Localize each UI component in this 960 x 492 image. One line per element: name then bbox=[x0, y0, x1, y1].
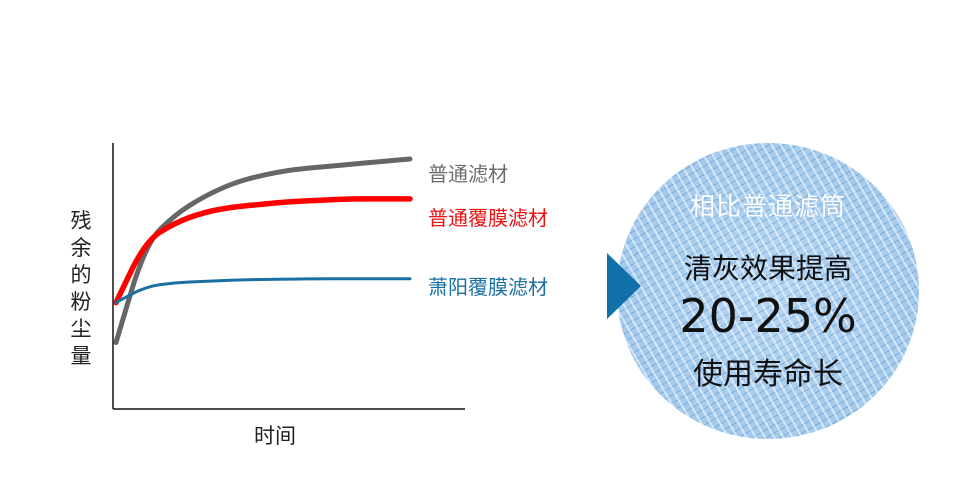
ylabel-char: 粉 bbox=[70, 290, 92, 314]
ylabel-char: 的 bbox=[70, 263, 92, 287]
ylabel-char: 残 bbox=[70, 209, 92, 233]
legend-standard-media: 普通滤材 bbox=[428, 162, 508, 186]
y-axis-label: 残 余 的 粉 尘 量 bbox=[66, 208, 96, 370]
callout-cleaning-label: 清灰效果提高 bbox=[683, 252, 852, 285]
callout-lifespan-label: 使用寿命长 bbox=[693, 357, 843, 392]
callout-percentage: 20-25% bbox=[679, 289, 857, 343]
legend-xiaoyang-membrane-media: 萧阳覆膜滤材 bbox=[428, 275, 548, 299]
ylabel-char: 尘 bbox=[70, 317, 92, 341]
series-line-gray bbox=[113, 156, 413, 345]
series-line-red bbox=[113, 196, 413, 306]
callout-circle: 相比普通滤筒 清灰效果提高 20-25% 使用寿命长 bbox=[617, 143, 919, 439]
ylabel-char: 余 bbox=[70, 236, 92, 260]
ylabel-char: 量 bbox=[70, 344, 92, 368]
legend-standard-membrane-media: 普通覆膜滤材 bbox=[428, 206, 548, 230]
arrow-right-icon bbox=[607, 253, 641, 319]
callout-comparison-label: 相比普通滤筒 bbox=[689, 192, 846, 221]
series-line-blue bbox=[114, 277, 412, 305]
x-axis-label: 时间 bbox=[254, 424, 296, 448]
